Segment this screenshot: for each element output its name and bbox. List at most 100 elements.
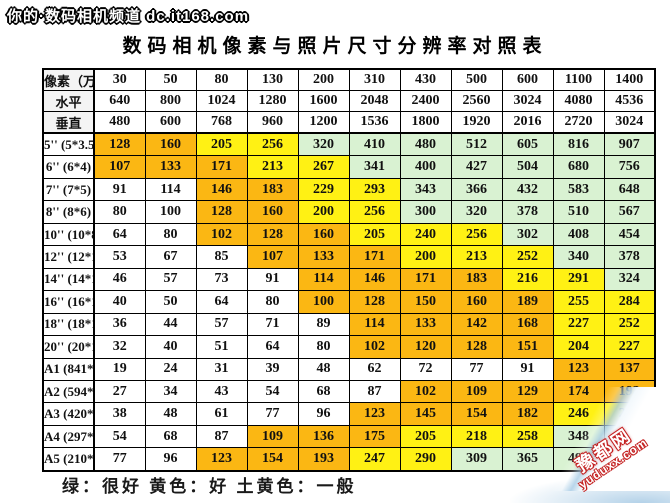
- row-label-cell: 6'' (6*4): [42, 155, 95, 179]
- value-cell: 57: [195, 312, 248, 337]
- value-cell: 96: [144, 447, 197, 472]
- value-cell: 80: [144, 222, 197, 247]
- value-cell: 80: [246, 290, 299, 314]
- value-cell: 71: [246, 312, 299, 337]
- row-label-cell: A5 (210*148): [42, 447, 95, 472]
- value-cell: 32: [93, 335, 146, 359]
- value-cell: 100: [297, 290, 350, 314]
- value-cell: 583: [552, 177, 605, 202]
- value-cell: 133: [399, 312, 452, 337]
- value-cell: 171: [195, 155, 248, 179]
- header-label-cell: 水平: [42, 90, 95, 112]
- row-label-cell: 8'' (8*6): [42, 200, 95, 224]
- header-row: 垂直 480 600 768 960 1200 1536 1800 1920 2016 2720 30…: [42, 111, 656, 134]
- value-cell: 96: [297, 402, 350, 426]
- value-cell: 54: [246, 380, 299, 404]
- value-cell: 213: [246, 155, 299, 179]
- value-cell: 114: [297, 267, 350, 292]
- value-cell: 227: [552, 312, 605, 337]
- header-value-cell: 1024: [195, 90, 248, 112]
- value-cell: 200: [297, 200, 350, 224]
- header-value-cell: 3024: [603, 111, 656, 134]
- value-cell: 171: [399, 267, 452, 292]
- value-cell: 267: [297, 155, 350, 179]
- value-cell: 183: [450, 267, 503, 292]
- value-cell: 80: [93, 200, 146, 224]
- value-cell: 160: [297, 222, 350, 247]
- value-cell: 109: [246, 424, 299, 449]
- header-value-cell: 1400: [603, 68, 656, 91]
- value-cell: 68: [144, 424, 197, 449]
- value-cell: 57: [144, 267, 197, 292]
- value-cell: 365: [501, 447, 554, 472]
- value-cell: 290: [399, 447, 452, 472]
- value-cell: 427: [450, 155, 503, 179]
- value-cell: 756: [603, 155, 656, 179]
- value-cell: 205: [399, 424, 452, 449]
- value-cell: 129: [501, 380, 554, 404]
- value-cell: 73: [195, 267, 248, 292]
- value-cell: 24: [144, 357, 197, 382]
- header-value-cell: 640: [93, 90, 146, 112]
- value-cell: 258: [501, 424, 554, 449]
- value-cell: 256: [450, 222, 503, 247]
- value-cell: 378: [603, 245, 656, 269]
- header-value-cell: 480: [93, 111, 146, 134]
- value-cell: 89: [297, 312, 350, 337]
- value-cell: 205: [195, 132, 248, 157]
- value-cell: 480: [399, 132, 452, 157]
- top-watermark: 你的·数码相机频道 dc.it168.com: [7, 8, 250, 25]
- value-cell: 128: [93, 132, 146, 157]
- header-label-cell: 像素（万）: [42, 68, 95, 91]
- value-cell: 320: [450, 200, 503, 224]
- row-label-cell: 12'' (12*10): [42, 245, 95, 269]
- value-cell: 34: [144, 380, 197, 404]
- value-cell: 137: [603, 357, 656, 382]
- row-label-cell: A1 (841*594): [42, 357, 95, 382]
- table-row: 12'' (12*10)5367851071331712002132523403…: [42, 245, 656, 269]
- value-cell: 107: [93, 155, 146, 179]
- value-cell: 123: [552, 357, 605, 382]
- value-cell: 378: [501, 200, 554, 224]
- value-cell: 64: [195, 290, 248, 314]
- value-cell: 77: [93, 447, 146, 472]
- value-cell: 38: [93, 402, 146, 426]
- page-title: 数码相机像素与照片尺寸分辨率对照表: [122, 36, 548, 57]
- header-value-cell: 30: [93, 68, 146, 91]
- value-cell: 193: [603, 380, 656, 404]
- value-cell: 255: [552, 290, 605, 314]
- value-cell: 48: [297, 357, 350, 382]
- header-value-cell: 768: [195, 111, 248, 134]
- value-cell: 216: [501, 267, 554, 292]
- value-cell: 136: [297, 424, 350, 449]
- value-cell: 174: [552, 380, 605, 404]
- row-label-cell: 7'' (7*5): [42, 177, 95, 202]
- row-label-cell: A3 (420*297): [42, 402, 95, 426]
- header-value-cell: 600: [144, 111, 197, 134]
- value-cell: 154: [246, 447, 299, 472]
- value-cell: 133: [297, 245, 350, 269]
- header-value-cell: 1600: [297, 90, 350, 112]
- table-row: 5'' (5*3.5) 128 160 205 256 320 410 480 512 605 81…: [42, 132, 656, 157]
- value-cell: 54: [93, 424, 146, 449]
- table-header: 像素（万）30508013020031043050060011001400水平6…: [42, 68, 656, 134]
- header-value-cell: 4536: [603, 90, 656, 112]
- value-cell: 274: [603, 402, 656, 426]
- header-value-cell: 1536: [348, 111, 401, 134]
- value-cell: 408: [552, 222, 605, 247]
- header-value-cell: 600: [501, 68, 554, 91]
- value-cell: 68: [297, 380, 350, 404]
- header-value-cell: 200: [297, 68, 350, 91]
- header-value-cell: 3024: [501, 90, 554, 112]
- value-cell: 123: [348, 402, 401, 426]
- value-cell: 567: [603, 200, 656, 224]
- header-label-cell: 垂直: [42, 111, 95, 134]
- value-cell: 87: [195, 424, 248, 449]
- row-label-cell: 14'' (14*12): [42, 267, 95, 292]
- value-cell: 91: [246, 267, 299, 292]
- value-cell: 62: [348, 357, 401, 382]
- header-value-cell: 2720: [552, 111, 605, 134]
- value-cell: 240: [399, 222, 452, 247]
